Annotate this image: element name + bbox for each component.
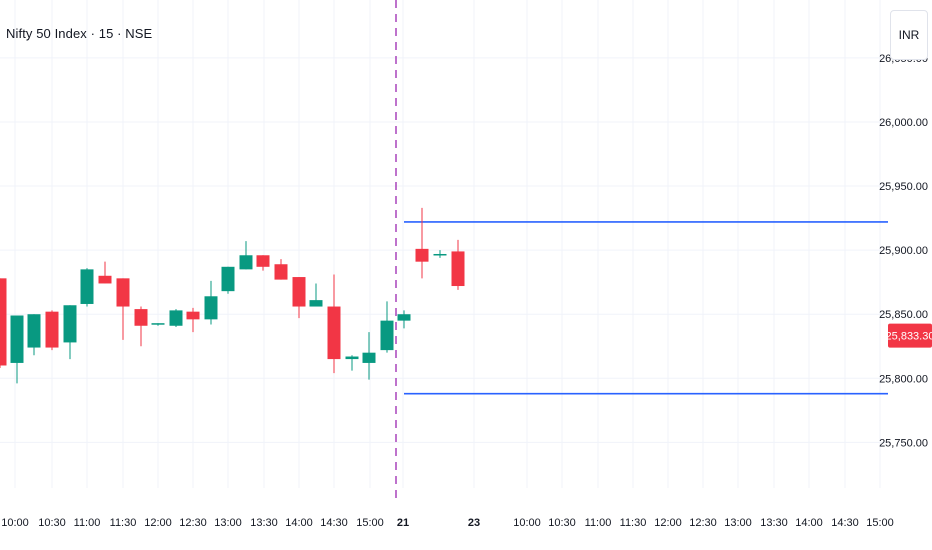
time-tick-label: 14:00 — [795, 517, 823, 529]
candle — [380, 301, 394, 353]
price-tick-label: 25,750.00 — [879, 437, 928, 449]
time-tick-label: 14:00 — [285, 517, 313, 529]
candle — [221, 266, 235, 294]
candle — [27, 314, 41, 356]
time-tick-label: 10:00 — [1, 517, 29, 529]
candle — [309, 283, 323, 307]
horizontal-lines[interactable] — [404, 221, 888, 395]
time-tick-label: 13:00 — [724, 517, 752, 529]
candle — [415, 207, 429, 279]
price-tick-label: 25,850.00 — [879, 309, 928, 321]
candle — [256, 255, 270, 271]
candle — [80, 268, 94, 307]
price-tick-label: 25,800.00 — [879, 373, 928, 385]
time-tick-label: 13:00 — [214, 517, 242, 529]
time-tick-label: 12:00 — [654, 517, 682, 529]
symbol-title: Nifty 50 Index · 15 · NSE — [6, 26, 153, 41]
time-tick-label: 11:00 — [585, 517, 612, 529]
candle — [433, 250, 447, 258]
time-tick-label: 14:30 — [320, 517, 348, 529]
last-price-badge: 25,833.30 — [886, 323, 932, 348]
time-tick-label: 15:00 — [356, 517, 384, 529]
time-tick-label: 10:30 — [548, 517, 576, 529]
candle — [274, 259, 288, 280]
candle — [169, 309, 183, 328]
grid-lines — [0, 0, 885, 488]
time-tick-label: 11:30 — [620, 517, 647, 529]
candle — [362, 332, 376, 380]
time-tick-label: 13:30 — [250, 517, 278, 529]
time-tick-label: 12:30 — [689, 517, 717, 529]
candle — [345, 355, 359, 371]
time-tick-label: 13:30 — [760, 517, 788, 529]
candle — [10, 315, 24, 384]
candle — [327, 274, 341, 374]
last-price-label: 25,833.30 — [886, 331, 932, 343]
time-tick-label: 10:00 — [513, 517, 541, 529]
price-tick-label: 25,950.00 — [879, 181, 928, 193]
date-tick-label: 21 — [397, 517, 409, 529]
time-tick-label: 12:30 — [179, 517, 207, 529]
price-axis[interactable]: 26,050.0026,000.0025,950.0025,900.0025,8… — [879, 53, 928, 450]
currency-button[interactable]: INR — [890, 10, 928, 60]
time-tick-label: 10:30 — [38, 517, 66, 529]
candle — [151, 323, 165, 326]
time-tick-label: 12:00 — [144, 517, 172, 529]
candle — [186, 307, 200, 333]
candle — [204, 280, 218, 325]
time-axis[interactable]: 10:00 10:30 11:00 11:30 12:00 12:30 13:00 13:30… — [1, 517, 894, 529]
candle — [98, 261, 112, 284]
price-tick-label: 26,000.00 — [879, 117, 928, 129]
time-tick-label: 11:00 — [74, 517, 101, 529]
time-tick-label: 11:30 — [110, 517, 137, 529]
candles — [0, 207, 465, 384]
candle — [451, 239, 465, 290]
candle — [0, 278, 7, 343]
candle — [292, 277, 306, 319]
date-tick-label: 23 — [468, 517, 480, 529]
candle — [63, 305, 77, 360]
candle — [0, 320, 7, 369]
candle — [397, 310, 411, 329]
price-tick-label: 25,900.00 — [879, 245, 928, 257]
time-tick-label: 15:00 — [866, 517, 894, 529]
time-tick-label: 14:30 — [831, 517, 859, 529]
candle — [134, 306, 148, 347]
candle — [116, 278, 130, 340]
candle — [45, 310, 59, 351]
candle — [239, 241, 253, 270]
